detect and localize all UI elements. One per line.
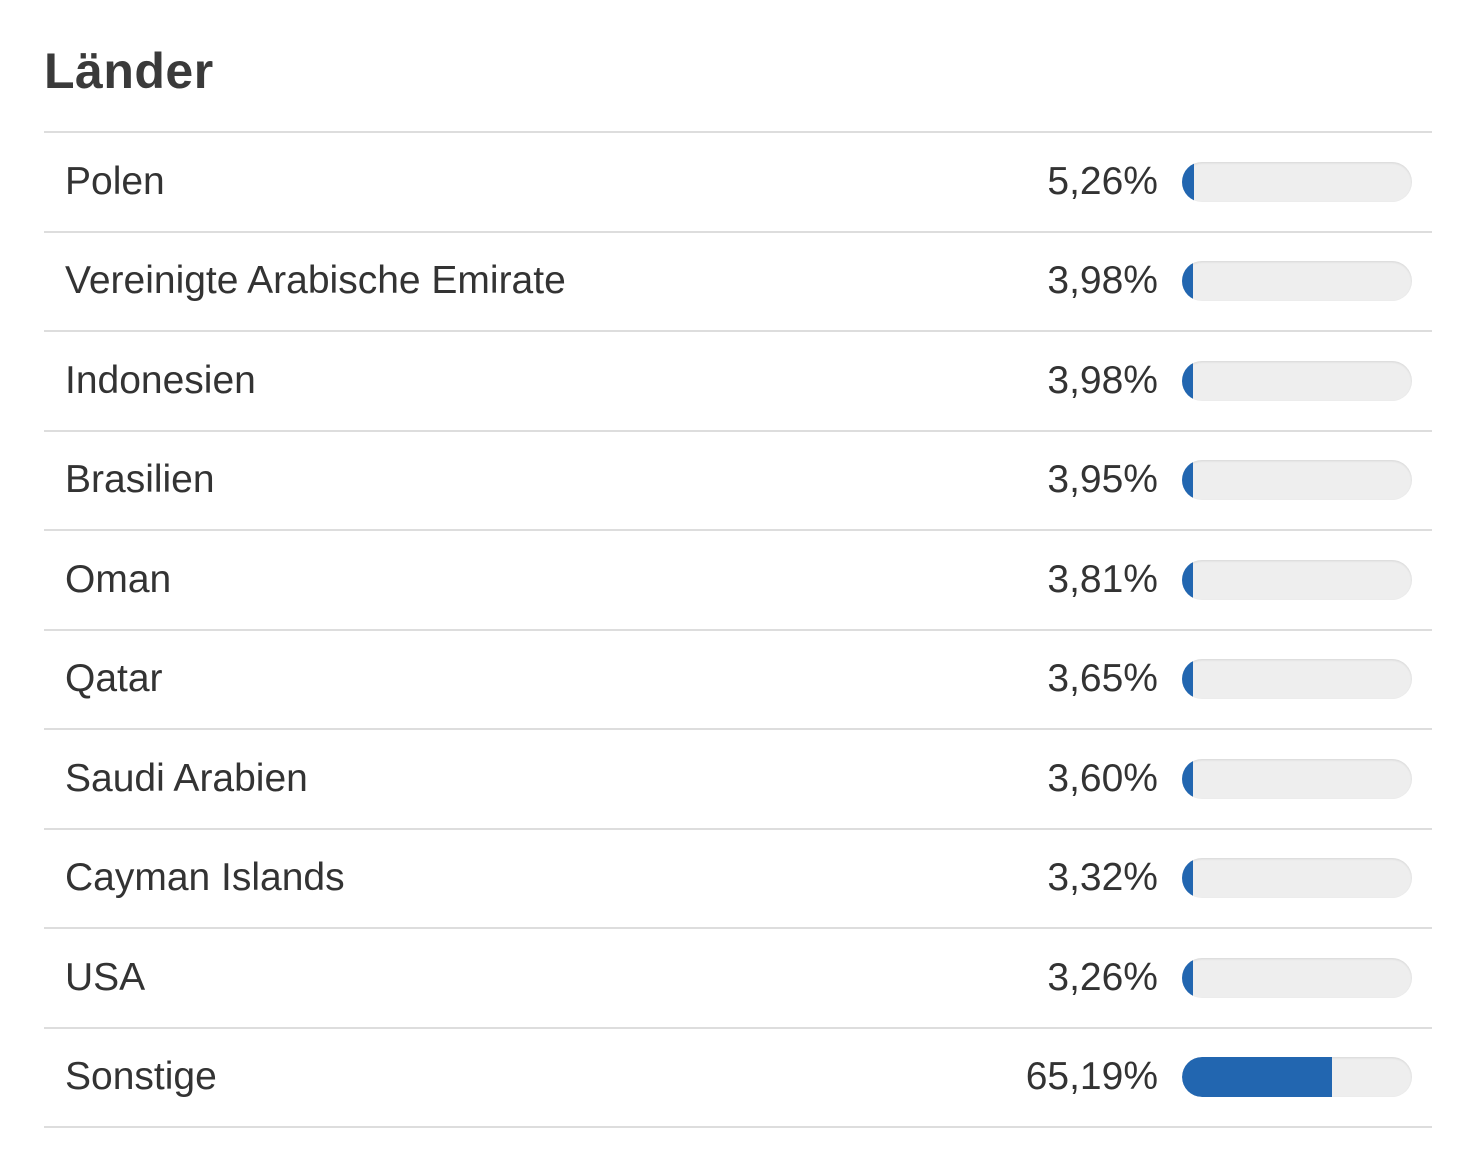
progress-fill (1182, 659, 1193, 700)
country-label: Vereinigte Arabische Emirate (65, 259, 566, 303)
percent-value: 5,26% (1047, 159, 1158, 203)
percent-value: 3,65% (1047, 657, 1158, 701)
country-label: USA (65, 955, 146, 999)
country-label: Oman (65, 557, 172, 601)
progress-fill (1182, 858, 1193, 899)
country-label: Cayman Islands (65, 856, 345, 900)
progress-fill (1182, 261, 1193, 302)
progress-fill (1182, 559, 1193, 600)
country-label: Brasilien (65, 458, 215, 502)
percent-value: 3,98% (1047, 259, 1158, 303)
percent-value: 3,32% (1047, 856, 1158, 900)
progress-bar (1182, 460, 1412, 501)
country-list: Polen 5,26% Vereinigte Arabische Emirate… (44, 131, 1432, 1128)
list-item: Qatar 3,65% (44, 631, 1432, 730)
list-item: Oman 3,81% (44, 531, 1432, 631)
progress-bar (1182, 659, 1412, 700)
percent-value: 3,26% (1047, 955, 1158, 999)
percent-value: 3,60% (1047, 756, 1158, 800)
list-item: Cayman Islands 3,32% (44, 830, 1432, 929)
list-item: Indonesien 3,98% (44, 332, 1432, 432)
progress-bar (1182, 559, 1412, 600)
progress-bar (1182, 858, 1412, 899)
countries-widget: Länder Polen 5,26% Vereinigte Arabische … (44, 0, 1432, 1128)
country-label: Qatar (65, 657, 163, 701)
progress-bar (1182, 957, 1412, 998)
list-item: Polen 5,26% (44, 133, 1432, 233)
progress-fill (1182, 957, 1193, 998)
progress-bar (1182, 161, 1412, 202)
percent-value: 3,95% (1047, 458, 1158, 502)
list-item: Vereinigte Arabische Emirate 3,98% (44, 233, 1432, 332)
progress-bar (1182, 360, 1412, 401)
country-label: Saudi Arabien (65, 756, 308, 800)
progress-bar (1182, 261, 1412, 302)
list-item: Brasilien 3,95% (44, 432, 1432, 531)
percent-value: 3,81% (1047, 557, 1158, 601)
country-label: Polen (65, 159, 165, 203)
progress-bar (1182, 758, 1412, 799)
country-label: Indonesien (65, 358, 256, 402)
percent-value: 3,98% (1047, 358, 1158, 402)
progress-bar (1182, 1057, 1412, 1098)
list-item: USA 3,26% (44, 929, 1432, 1029)
percent-value: 65,19% (1025, 1055, 1158, 1099)
country-label: Sonstige (65, 1055, 217, 1099)
list-item: Saudi Arabien 3,60% (44, 730, 1432, 830)
progress-fill (1182, 161, 1195, 202)
progress-fill (1182, 758, 1193, 799)
progress-fill (1182, 1057, 1332, 1098)
list-item: Sonstige 65,19% (44, 1029, 1432, 1128)
widget-title: Länder (44, 43, 214, 99)
progress-fill (1182, 360, 1193, 401)
progress-fill (1182, 460, 1193, 501)
